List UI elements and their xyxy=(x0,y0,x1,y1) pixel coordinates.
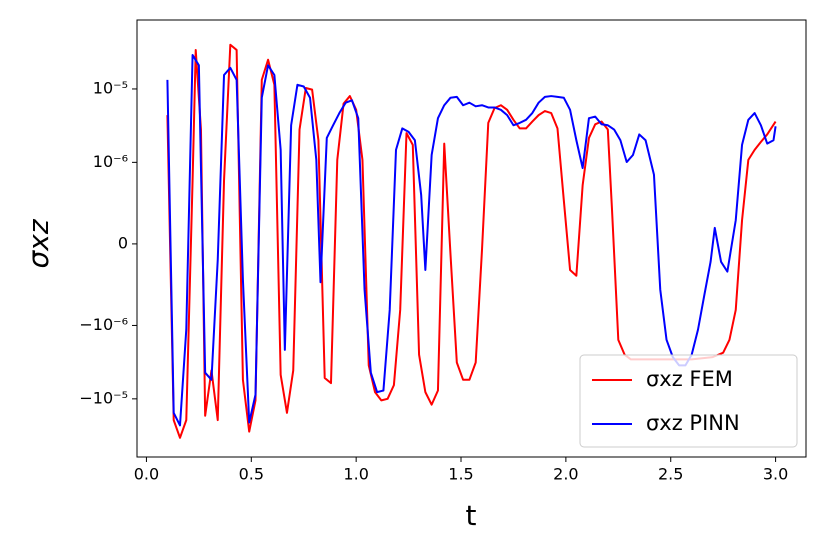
y-axis-label: σxz xyxy=(22,218,55,268)
y-tick-label: 10⁻⁶ xyxy=(93,152,128,171)
legend-label: σxz PINN xyxy=(646,411,740,435)
x-tick-label: 0.5 xyxy=(239,465,264,484)
y-tick-label: −10⁻⁵ xyxy=(79,388,128,407)
x-tick-label: 3.0 xyxy=(763,465,788,484)
y-tick-label: −10⁻⁶ xyxy=(79,315,128,334)
x-tick-label: 0.0 xyxy=(134,465,159,484)
x-tick-label: 2.0 xyxy=(553,465,578,484)
x-axis-label: t xyxy=(466,499,477,532)
plot-frame xyxy=(136,19,807,458)
series-line xyxy=(166,43,777,439)
x-tick-label: 2.5 xyxy=(658,465,683,484)
y-tick-label: 10⁻⁵ xyxy=(93,78,128,97)
legend-box xyxy=(579,354,798,448)
legend-label: σxz FEM xyxy=(646,367,733,391)
x-tick-label: 1.5 xyxy=(448,465,473,484)
x-tick-label: 1.0 xyxy=(343,465,368,484)
y-tick-label: 0 xyxy=(118,233,128,252)
